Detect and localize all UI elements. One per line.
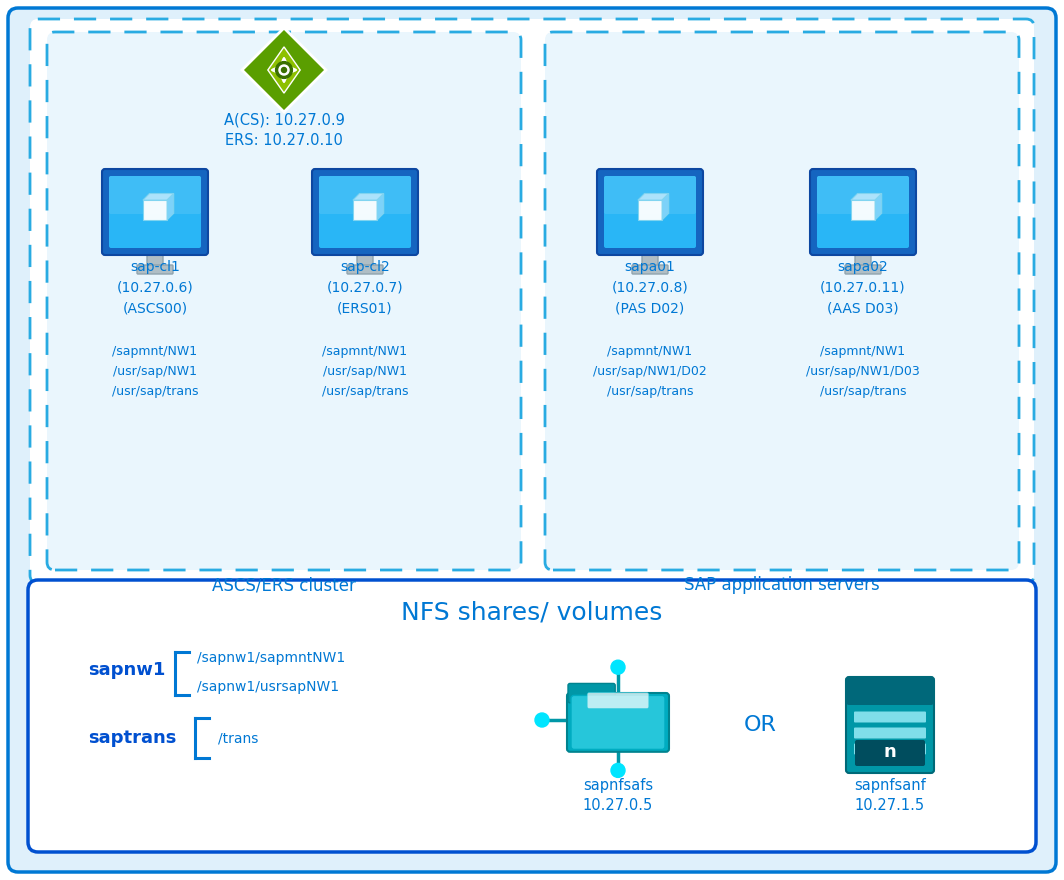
- Text: /sapmnt/NW1
/usr/sap/NW1/D03
/usr/sap/trans: /sapmnt/NW1 /usr/sap/NW1/D03 /usr/sap/tr…: [807, 345, 920, 398]
- Circle shape: [279, 65, 289, 75]
- Circle shape: [611, 660, 625, 674]
- FancyBboxPatch shape: [147, 249, 163, 269]
- FancyBboxPatch shape: [358, 249, 373, 269]
- Text: OR: OR: [744, 715, 777, 735]
- FancyBboxPatch shape: [347, 265, 383, 274]
- Polygon shape: [638, 200, 662, 220]
- Text: ERS: 10.27.0.10: ERS: 10.27.0.10: [226, 133, 343, 148]
- Text: 10.27.1.5: 10.27.1.5: [855, 797, 925, 812]
- Text: sapa02
(10.27.0.11)
(AAS D03): sapa02 (10.27.0.11) (AAS D03): [820, 260, 905, 315]
- Circle shape: [611, 764, 625, 777]
- FancyBboxPatch shape: [604, 176, 696, 214]
- Text: /sapmnt/NW1
/usr/sap/NW1/D02
/usr/sap/trans: /sapmnt/NW1 /usr/sap/NW1/D02 /usr/sap/tr…: [593, 345, 706, 398]
- FancyBboxPatch shape: [810, 169, 916, 255]
- FancyBboxPatch shape: [312, 169, 418, 255]
- Polygon shape: [875, 194, 882, 220]
- FancyBboxPatch shape: [854, 712, 926, 722]
- FancyBboxPatch shape: [854, 744, 926, 754]
- FancyBboxPatch shape: [28, 580, 1036, 852]
- FancyBboxPatch shape: [846, 677, 934, 773]
- FancyBboxPatch shape: [632, 265, 668, 274]
- FancyBboxPatch shape: [545, 32, 1019, 570]
- FancyBboxPatch shape: [846, 677, 934, 705]
- Polygon shape: [143, 194, 173, 200]
- Polygon shape: [851, 194, 882, 200]
- FancyBboxPatch shape: [319, 176, 411, 214]
- Polygon shape: [143, 200, 167, 220]
- FancyBboxPatch shape: [604, 176, 696, 248]
- Polygon shape: [353, 194, 384, 200]
- Text: sap-cl1
(10.27.0.6)
(ASCS00): sap-cl1 (10.27.0.6) (ASCS00): [117, 260, 194, 315]
- Text: sapnfsafs: sapnfsafs: [583, 778, 653, 793]
- FancyBboxPatch shape: [568, 684, 615, 703]
- FancyBboxPatch shape: [109, 176, 201, 214]
- Polygon shape: [638, 194, 668, 200]
- FancyBboxPatch shape: [30, 19, 1034, 583]
- Text: sapnfsanf: sapnfsanf: [854, 778, 926, 793]
- Text: /sapnw1/usrsapNW1: /sapnw1/usrsapNW1: [197, 680, 339, 694]
- Circle shape: [276, 62, 293, 78]
- FancyBboxPatch shape: [854, 728, 926, 738]
- Polygon shape: [268, 47, 300, 93]
- Circle shape: [535, 713, 549, 727]
- Polygon shape: [851, 200, 875, 220]
- Polygon shape: [662, 194, 668, 220]
- Text: NFS shares/ volumes: NFS shares/ volumes: [401, 600, 663, 624]
- Polygon shape: [167, 194, 173, 220]
- FancyBboxPatch shape: [855, 249, 871, 269]
- FancyBboxPatch shape: [102, 169, 207, 255]
- FancyBboxPatch shape: [319, 176, 411, 248]
- Text: saptrans: saptrans: [88, 729, 177, 747]
- Text: SAP application servers: SAP application servers: [684, 576, 880, 594]
- FancyBboxPatch shape: [9, 8, 1055, 872]
- Text: n: n: [883, 743, 896, 761]
- Text: sap-cl2
(10.27.0.7)
(ERS01): sap-cl2 (10.27.0.7) (ERS01): [327, 260, 403, 315]
- FancyBboxPatch shape: [642, 249, 658, 269]
- Polygon shape: [377, 194, 384, 220]
- FancyBboxPatch shape: [597, 169, 703, 255]
- FancyBboxPatch shape: [137, 265, 173, 274]
- Text: 10.27.0.5: 10.27.0.5: [583, 797, 653, 812]
- Text: ASCS/ERS cluster: ASCS/ERS cluster: [212, 576, 356, 594]
- Polygon shape: [242, 28, 326, 112]
- Circle shape: [282, 68, 286, 72]
- FancyBboxPatch shape: [571, 695, 665, 750]
- Text: /trans: /trans: [218, 731, 259, 745]
- FancyBboxPatch shape: [855, 740, 925, 766]
- FancyBboxPatch shape: [567, 693, 669, 752]
- FancyBboxPatch shape: [587, 693, 649, 708]
- FancyBboxPatch shape: [817, 176, 909, 214]
- FancyBboxPatch shape: [845, 265, 881, 274]
- FancyBboxPatch shape: [109, 176, 201, 248]
- Text: /sapmnt/NW1
/usr/sap/NW1
/usr/sap/trans: /sapmnt/NW1 /usr/sap/NW1 /usr/sap/trans: [321, 345, 409, 398]
- Text: A(CS): 10.27.0.9: A(CS): 10.27.0.9: [223, 113, 345, 128]
- FancyBboxPatch shape: [47, 32, 521, 570]
- Text: sapa01
(10.27.0.8)
(PAS D02): sapa01 (10.27.0.8) (PAS D02): [612, 260, 688, 315]
- FancyBboxPatch shape: [817, 176, 909, 248]
- Polygon shape: [353, 200, 377, 220]
- Text: /sapmnt/NW1
/usr/sap/NW1
/usr/sap/trans: /sapmnt/NW1 /usr/sap/NW1 /usr/sap/trans: [112, 345, 198, 398]
- Text: sapnw1: sapnw1: [88, 661, 165, 679]
- Text: /sapnw1/sapmntNW1: /sapnw1/sapmntNW1: [197, 651, 345, 665]
